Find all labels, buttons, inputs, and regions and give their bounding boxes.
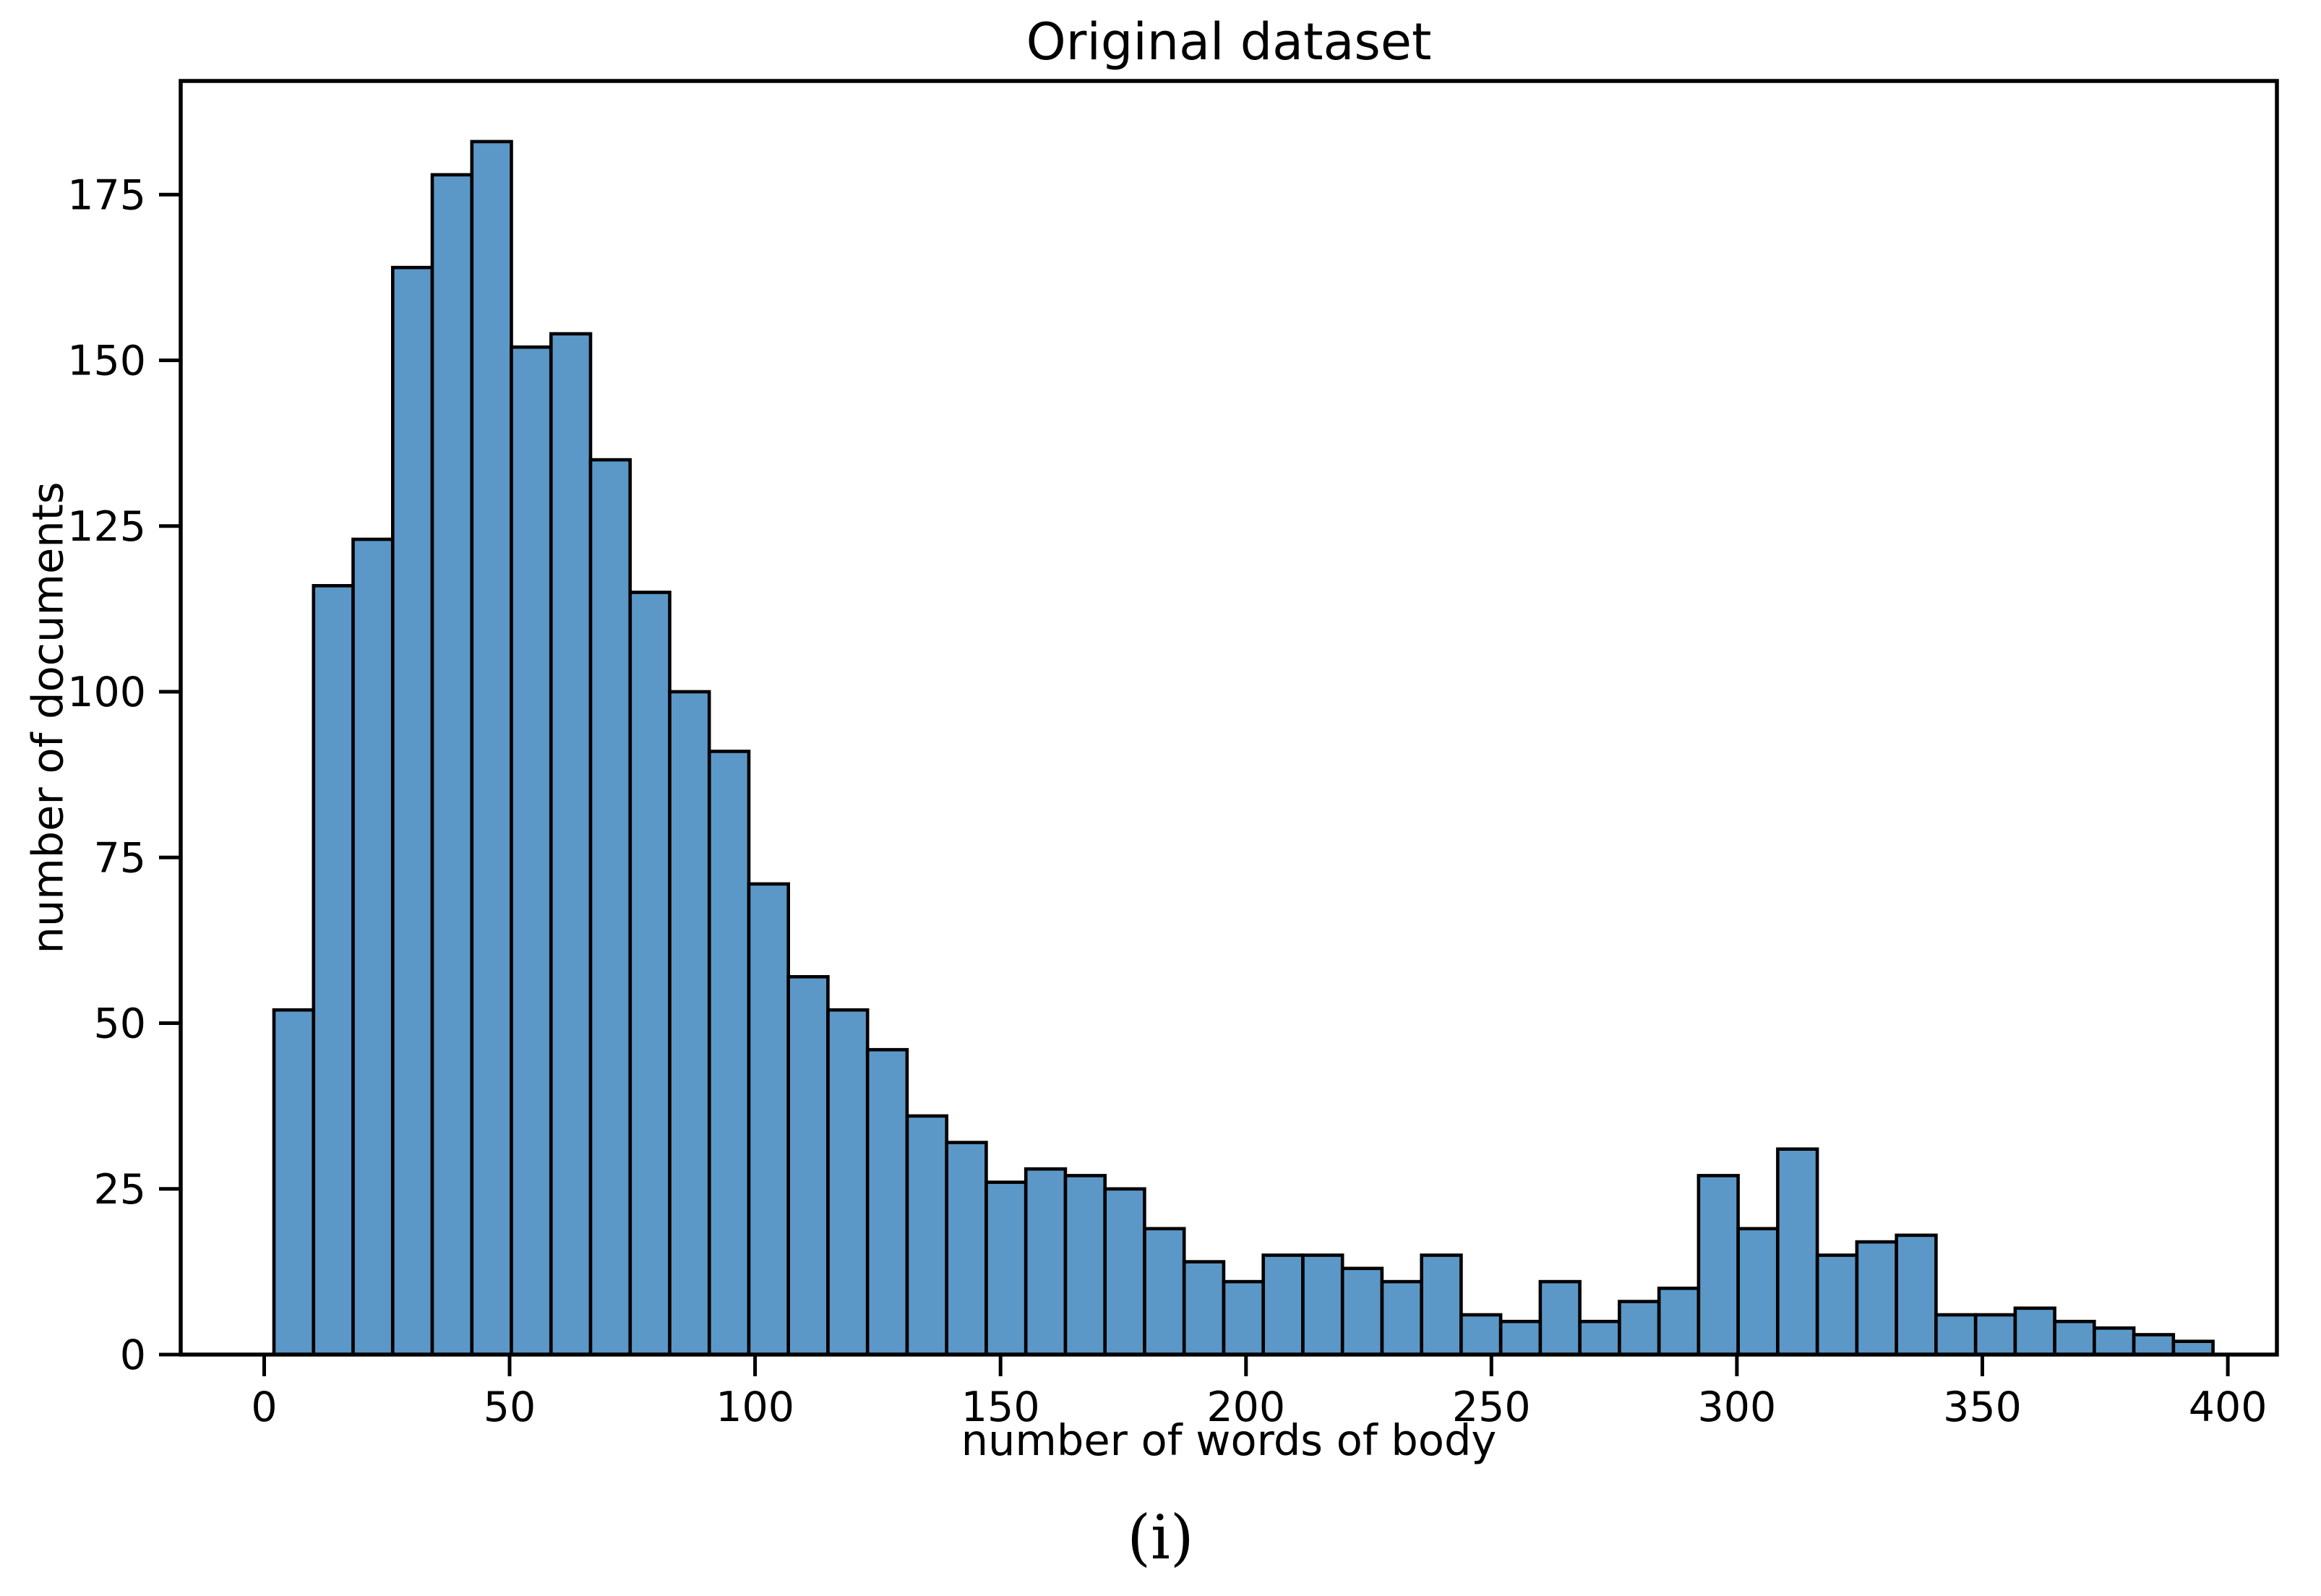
x-tick-label: 150 <box>961 1383 1040 1431</box>
histogram-bar <box>865 1047 909 1357</box>
histogram-bar <box>1143 1227 1186 1357</box>
histogram-bar <box>1696 1174 1740 1357</box>
histogram-bar <box>549 332 593 1357</box>
axes-spines <box>179 79 2279 1357</box>
chart-title: Original dataset <box>1026 12 1432 72</box>
y-tick-label: 100 <box>67 669 146 716</box>
x-axis-label: number of words of body <box>961 1415 1497 1465</box>
x-tick-label: 0 <box>251 1383 277 1431</box>
histogram-bar <box>1934 1313 1978 1357</box>
histogram-bar <box>272 1008 316 1357</box>
histogram-bar <box>1498 1319 1543 1357</box>
histogram-bar <box>470 140 513 1357</box>
histogram-bar <box>2053 1319 2096 1357</box>
histogram-bar <box>1380 1279 1424 1357</box>
histogram-bar <box>430 173 474 1357</box>
histogram-bar <box>1063 1174 1107 1357</box>
y-tick-label: 0 <box>120 1331 146 1379</box>
histogram-bar <box>1024 1167 1068 1357</box>
histogram-bar <box>1618 1300 1661 1357</box>
histogram-bar <box>1815 1253 1859 1357</box>
histogram-bar <box>1459 1313 1503 1357</box>
histogram-bar <box>628 591 672 1357</box>
histogram-bar <box>945 1141 988 1357</box>
histogram-bar <box>707 750 751 1357</box>
histogram-bar <box>1578 1319 1621 1357</box>
y-tick-label: 150 <box>67 338 146 385</box>
histogram-bar <box>1895 1233 1938 1357</box>
x-tick-label: 300 <box>1698 1383 1777 1431</box>
histogram-bar <box>786 975 830 1357</box>
x-tick-label: 250 <box>1452 1383 1531 1431</box>
y-tick-label: 50 <box>93 1000 146 1048</box>
histogram-bar <box>2132 1333 2176 1357</box>
histogram-bar <box>905 1114 949 1357</box>
figure-caption: (i) <box>1127 1502 1194 1573</box>
histogram-bar <box>1973 1313 2017 1357</box>
x-tick-label: 100 <box>716 1383 794 1431</box>
y-axis-label: number of documents <box>22 481 73 954</box>
histogram-bar <box>747 882 791 1357</box>
histogram-bar <box>588 458 632 1357</box>
histogram-bar <box>1657 1287 1701 1357</box>
histogram-bar <box>1261 1253 1305 1357</box>
histogram-bar <box>2013 1306 2056 1357</box>
histogram-bar <box>826 1008 870 1357</box>
y-tick-label: 175 <box>67 171 146 219</box>
histogram-bar <box>351 537 395 1357</box>
histogram-bar <box>1855 1240 1898 1357</box>
x-tick-label: 350 <box>1943 1383 2022 1431</box>
x-tick-label: 400 <box>2189 1383 2268 1431</box>
y-tick-label: 125 <box>67 503 146 551</box>
histogram-bar <box>312 583 355 1357</box>
histogram-bar <box>984 1180 1028 1357</box>
y-tick-label: 25 <box>93 1166 146 1214</box>
x-tick-label: 200 <box>1206 1383 1285 1431</box>
histogram-bar <box>1776 1147 1819 1357</box>
histogram-bar <box>1182 1260 1226 1357</box>
histogram-bar <box>1222 1279 1266 1357</box>
histogram-bar <box>1736 1227 1780 1357</box>
histogram-bar <box>668 690 711 1357</box>
bars-group <box>272 140 2215 1357</box>
histogram-bar <box>390 265 434 1357</box>
x-tick-label: 50 <box>484 1383 536 1431</box>
histogram-bar <box>2093 1326 2136 1357</box>
y-tick-label: 75 <box>93 834 146 882</box>
histogram-bar <box>1420 1253 1463 1357</box>
histogram-bar <box>1103 1187 1146 1357</box>
axes-group: 0 50 100 150 200 250 300 350 400 0 25 50 75 100 125 150… <box>67 79 2279 1431</box>
histogram-bar <box>510 345 553 1357</box>
histogram-bar <box>1340 1266 1384 1357</box>
histogram-bar <box>1538 1279 1582 1357</box>
histogram-bar <box>1301 1253 1344 1357</box>
